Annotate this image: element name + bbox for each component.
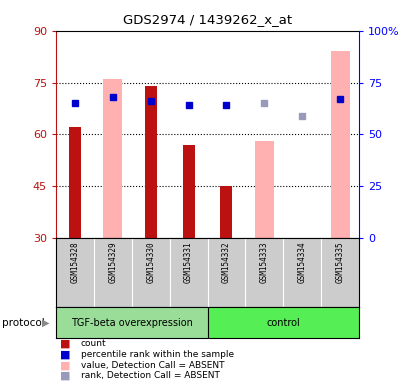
Text: GSM154329: GSM154329 xyxy=(108,242,117,283)
Text: percentile rank within the sample: percentile rank within the sample xyxy=(81,350,234,359)
Bar xyxy=(56,307,208,338)
Bar xyxy=(145,86,157,238)
Bar xyxy=(208,307,359,338)
Text: GSM154334: GSM154334 xyxy=(298,242,307,283)
Text: ■: ■ xyxy=(60,371,71,381)
Text: count: count xyxy=(81,339,107,348)
Bar xyxy=(331,51,349,238)
Text: GSM154331: GSM154331 xyxy=(184,242,193,283)
Text: GSM154333: GSM154333 xyxy=(260,242,269,283)
Text: GSM154335: GSM154335 xyxy=(336,242,344,283)
Bar xyxy=(103,79,122,238)
Text: ■: ■ xyxy=(60,339,71,349)
Text: TGF-beta overexpression: TGF-beta overexpression xyxy=(71,318,193,328)
Text: GSM154330: GSM154330 xyxy=(146,242,155,283)
Text: rank, Detection Call = ABSENT: rank, Detection Call = ABSENT xyxy=(81,371,220,381)
Bar xyxy=(255,141,274,238)
Text: value, Detection Call = ABSENT: value, Detection Call = ABSENT xyxy=(81,361,225,370)
Bar xyxy=(183,145,195,238)
Text: ▶: ▶ xyxy=(42,318,50,328)
Text: control: control xyxy=(266,318,300,328)
Bar xyxy=(220,186,232,238)
Text: ■: ■ xyxy=(60,360,71,370)
Text: ■: ■ xyxy=(60,349,71,359)
Bar xyxy=(69,127,81,238)
Text: GDS2974 / 1439262_x_at: GDS2974 / 1439262_x_at xyxy=(123,13,292,26)
Text: GSM154328: GSM154328 xyxy=(71,242,79,283)
Text: protocol: protocol xyxy=(2,318,45,328)
Text: GSM154332: GSM154332 xyxy=(222,242,231,283)
